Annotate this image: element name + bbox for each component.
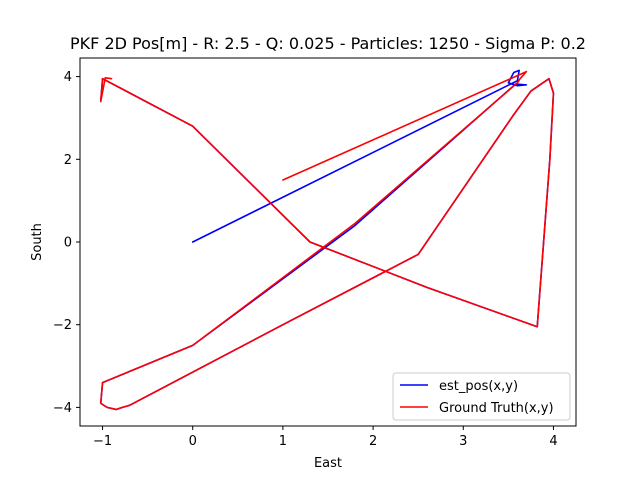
y-axis-ticks: −4 −2 0 2 4	[53, 70, 80, 416]
y-tick-label: 4	[64, 70, 72, 85]
x-axis-ticks: −1 0 1 2 3 4	[93, 426, 558, 449]
legend: est_pos(x,y) Ground Truth(x,y)	[392, 372, 571, 421]
plot-area	[80, 58, 576, 426]
y-axis-label: South	[30, 223, 45, 261]
x-tick-label: 4	[549, 434, 557, 449]
series-line-ground-truth	[99, 70, 555, 411]
legend-box	[392, 372, 571, 421]
chart-title: PKF 2D Pos[m] - R: 2.5 - Q: 0.025 - Part…	[70, 34, 586, 53]
x-tick-label: 3	[459, 434, 467, 449]
x-tick-label: 0	[189, 434, 197, 449]
series-layer	[99, 69, 555, 411]
y-tick-label: 0	[64, 236, 72, 251]
x-axis-label: East	[314, 456, 342, 471]
x-tick-label: 1	[279, 434, 287, 449]
x-tick-label: 2	[369, 434, 377, 449]
legend-label-ground-truth: Ground Truth(x,y)	[439, 401, 554, 416]
y-tick-label: −2	[53, 318, 72, 333]
legend-label-est-pos: est_pos(x,y)	[439, 379, 518, 394]
y-tick-label: −4	[53, 401, 72, 416]
plot-border	[79, 57, 577, 427]
x-tick-label: −1	[93, 434, 112, 449]
y-tick-label: 2	[64, 153, 72, 168]
